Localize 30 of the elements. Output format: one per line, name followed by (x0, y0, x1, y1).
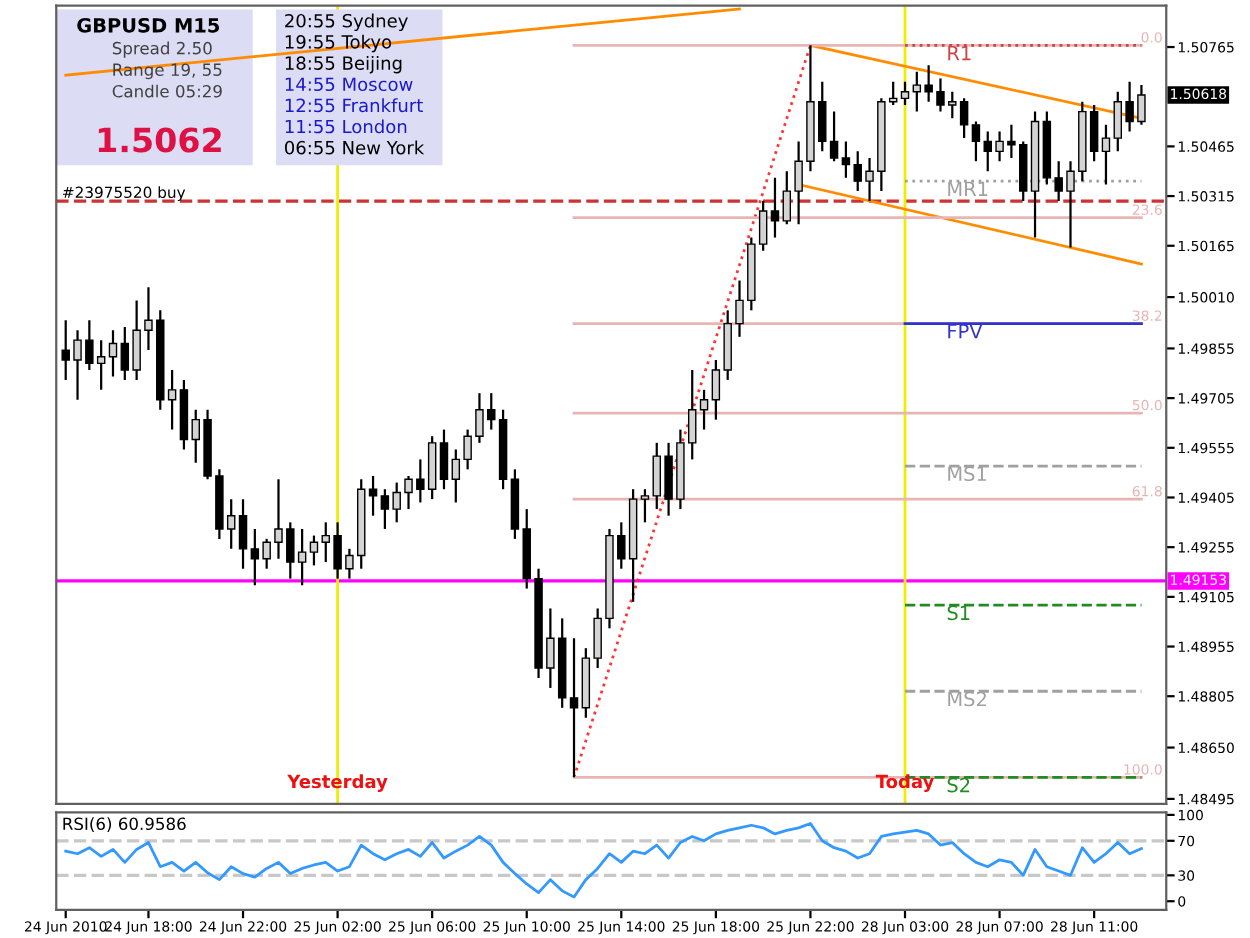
candlestick (900, 80, 910, 107)
candlestick (971, 120, 981, 163)
annotation: Spread 2.50 (112, 41, 212, 58)
annotation: Candle 05:29 (112, 84, 222, 98)
annotation: 18:55 Beijing (285, 55, 402, 74)
candlestick (770, 176, 780, 239)
series-label: MS2 (948, 691, 986, 707)
candlestick (439, 428, 449, 491)
chart-title: RSI(6) 60.9586 (63, 817, 186, 833)
series-label: S2 (947, 777, 970, 793)
candlestick (1101, 123, 1111, 186)
series-label: R1 (948, 45, 971, 61)
annotation: 12:55 Frankfurt (285, 98, 423, 113)
annotation: 20:55 Sydney (285, 13, 408, 32)
candlestick (640, 488, 650, 524)
annotation: 1.5062 (98, 127, 221, 153)
series-label: MR1 (948, 181, 988, 196)
annotation: 14:55 Moscow (285, 77, 413, 92)
candlestick (829, 110, 839, 163)
series-label: MS1 (948, 466, 987, 482)
annotation: 11:55 London (285, 119, 407, 134)
series-label: S1 (947, 605, 970, 621)
candlestick (569, 637, 579, 779)
candlestick (238, 498, 248, 570)
candlestick (368, 474, 378, 517)
annotation: 06:55 New York (284, 140, 425, 155)
candlestick (108, 329, 118, 378)
candlestick (699, 388, 709, 431)
text: GBPUSD M15 (77, 17, 220, 33)
candlestick (309, 534, 319, 567)
